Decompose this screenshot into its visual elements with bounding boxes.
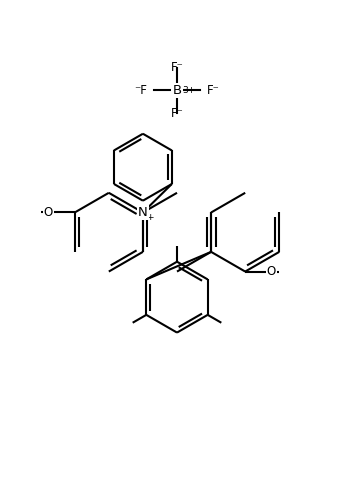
Text: F⁻: F⁻	[171, 107, 183, 120]
Text: O: O	[44, 206, 53, 219]
Text: ⁻F: ⁻F	[135, 84, 148, 97]
Text: 3+: 3+	[182, 86, 195, 95]
Text: F⁻: F⁻	[206, 84, 219, 97]
Text: B: B	[172, 84, 182, 97]
Text: O: O	[44, 206, 53, 219]
Text: O: O	[267, 265, 276, 278]
Text: F⁻: F⁻	[171, 61, 183, 74]
Text: +: +	[146, 213, 154, 222]
Text: N: N	[138, 206, 148, 219]
